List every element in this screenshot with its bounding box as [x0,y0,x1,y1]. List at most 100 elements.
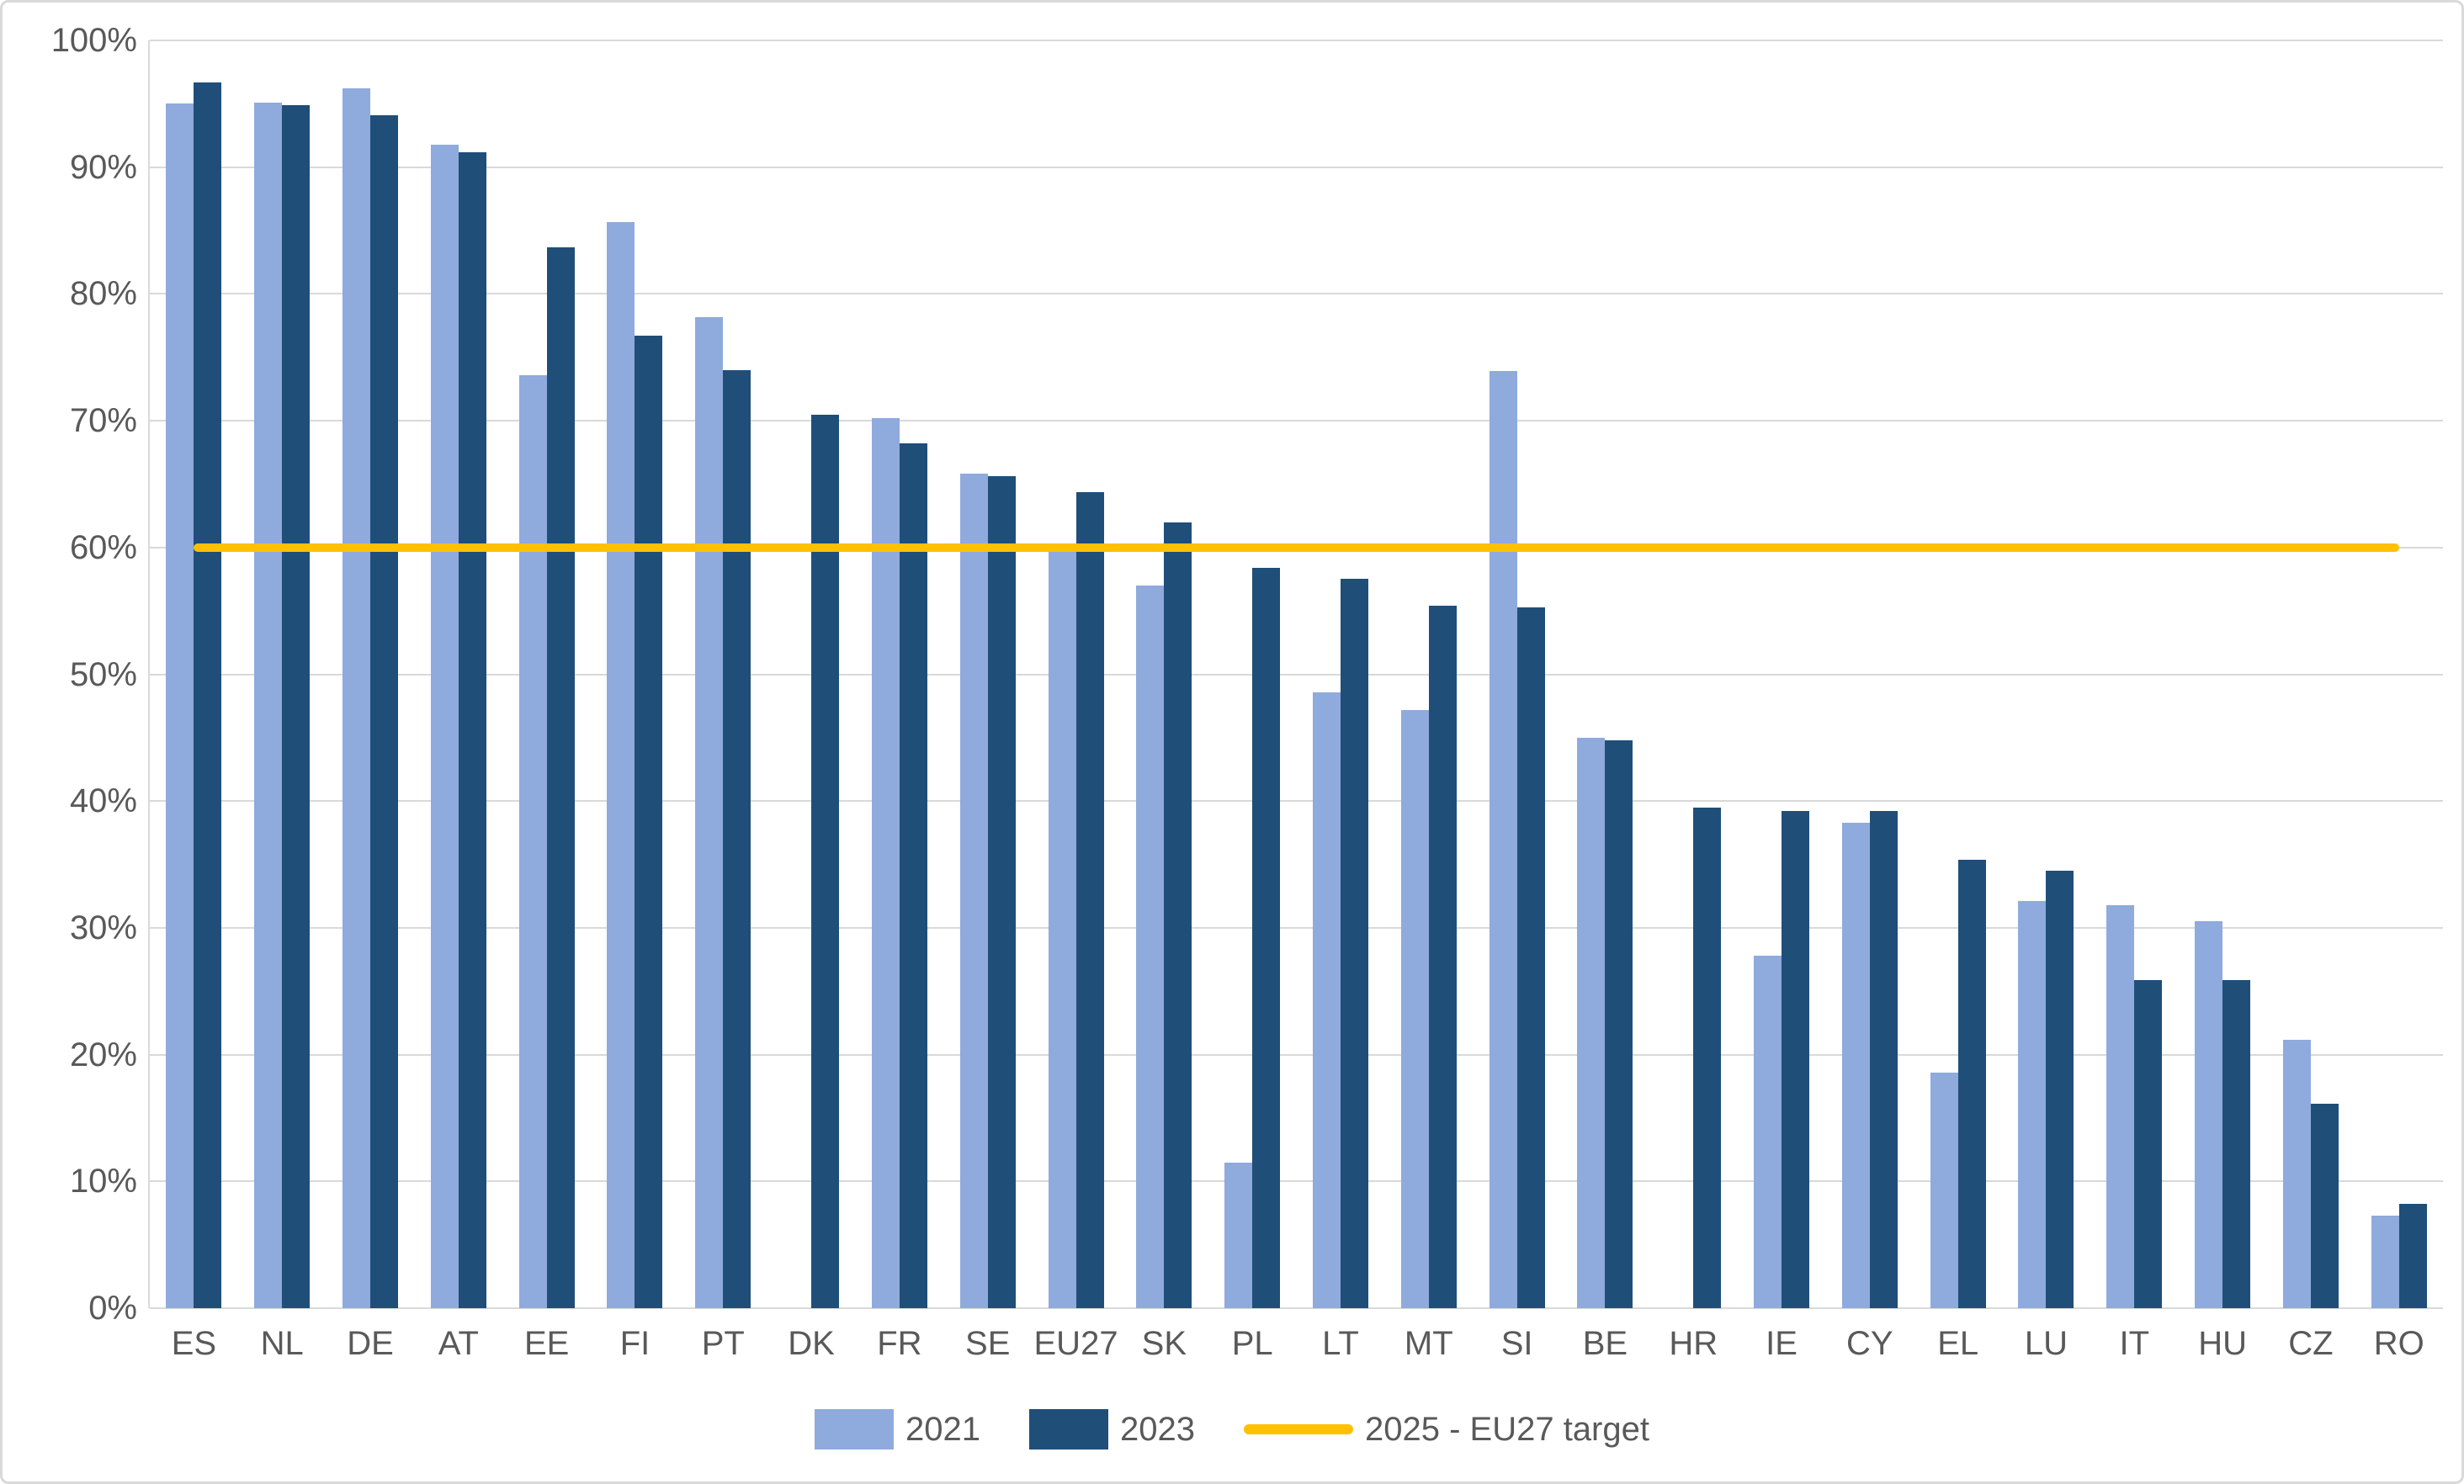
bar-2021-SE [959,474,988,1308]
bar-2021-CY [1841,822,1870,1308]
plot-area: 0% 10% 20% 30% 40% 50% 60% 70% 80% 90% 100% [51,22,2443,1327]
gridline-90 [150,166,2443,168]
x-axis-label-NL: NL [260,1325,304,1362]
bar-2023-PT [723,369,751,1308]
bar-group-CZ [2267,40,2355,1308]
x-axis-labels: ES NL DE AT EE FI PT DK FR SE EU27 SK PL LT MT SI BE HR IE… [150,1325,2443,1363]
bar-group-MT [1384,40,1473,1308]
bar-2023-FI [635,336,663,1308]
bar-group-EL [1914,40,2002,1308]
bar-2021-SI [1489,371,1517,1308]
bar-2023-HR [1693,807,1722,1308]
y-tick-label-70: 70% [69,402,137,440]
gridline-40 [150,800,2443,803]
bar-2023-RO [2398,1204,2427,1308]
bar-2023-EE [546,246,575,1308]
bar-2021-PT [695,316,724,1308]
x-axis-label-EL: EL [1937,1325,1979,1362]
bar-2023-LU [2046,871,2074,1308]
y-tick-label-20: 20% [69,1036,137,1073]
y-tick-label-90: 90% [69,148,137,186]
y-tick-label-80: 80% [69,275,137,313]
bar-2023-IT [2134,979,2163,1308]
bar-2021-PL [1224,1162,1253,1308]
gridline-80 [150,293,2443,295]
x-axis-label-PT: PT [701,1325,745,1362]
bar-2021-CZ [2282,1039,2311,1308]
legend: 2021 2023 2025 - EU27 target [3,1409,2461,1450]
bar-group-IT [2090,40,2179,1308]
x-axis-label-PL: PL [1231,1325,1273,1362]
bar-2021-NL [254,102,283,1308]
bar-group-EU27 [1032,40,1120,1308]
legend-item-target: 2025 - EU27 target [1243,1411,1649,1449]
bar-2023-CZ [2310,1104,2339,1308]
gridline-0 [150,1307,2443,1309]
bar-group-DE [327,40,415,1308]
bar-2021-LT [1312,692,1341,1308]
bar-2021-EE [518,374,547,1308]
x-axis-label-DE: DE [347,1325,394,1362]
x-axis-label-HR: HR [1669,1325,1718,1362]
bar-group-LU [2002,40,2090,1308]
bar-group-HR [1649,40,1738,1308]
bar-2023-LT [1340,579,1368,1308]
bar-2021-FI [607,221,635,1308]
bar-2021-MT [1400,709,1429,1308]
bar-2021-IT [2106,904,2135,1308]
bar-group-LT [1297,40,1385,1308]
bar-2021-SK [1136,586,1165,1308]
y-tick-label-0: 0% [88,1290,137,1327]
bar-2021-HU [2195,921,2223,1308]
bar-group-RO [2355,40,2443,1308]
bar-2021-EL [1930,1072,1958,1308]
x-axis-label-BE: BE [1582,1325,1628,1362]
x-axis-label-IT: IT [2119,1325,2150,1362]
x-axis-label-FR: FR [877,1325,922,1362]
bar-2023-DE [370,114,399,1308]
x-axis-label-CY: CY [1846,1325,1893,1362]
bar-2023-DK [811,414,840,1308]
x-axis-label-LU: LU [2024,1325,2068,1362]
legend-label-2021: 2021 [905,1410,980,1448]
bar-group-SK [1120,40,1208,1308]
gridline-50 [150,673,2443,676]
y-tick-label-10: 10% [69,1163,137,1200]
bar-2023-NL [282,104,311,1308]
bar-group-AT [414,40,502,1308]
bar-group-EE [502,40,591,1308]
bar-group-FI [591,40,679,1308]
bar-2021-EU27 [1048,549,1076,1308]
bar-2021-FR [871,418,900,1308]
bar-2023-IE [1782,811,1810,1308]
bar-group-NL [238,40,327,1308]
x-axis-label-SK: SK [1141,1325,1187,1362]
bar-2023-PL [1252,567,1281,1308]
bar-2023-EU27 [1075,491,1104,1308]
legend-swatch-2021 [815,1409,895,1450]
bar-group-SI [1473,40,1561,1308]
bar-group-IE [1738,40,1826,1308]
legend-target-line-icon [1243,1424,1353,1434]
x-axis-label-IE: IE [1766,1325,1798,1362]
bar-2023-EL [1957,859,1986,1308]
x-axis-label-EU27: EU27 [1033,1325,1118,1362]
bar-2023-BE [1605,739,1633,1308]
x-axis-label-CZ: CZ [2288,1325,2334,1362]
target-line [194,543,2399,552]
bar-group-SE [943,40,1032,1308]
bar-2023-CY [1869,811,1898,1308]
bar-2023-MT [1428,606,1457,1308]
legend-swatch-2023 [1029,1409,1108,1450]
bar-2021-AT [430,144,459,1308]
x-axis-label-FI: FI [619,1325,651,1362]
y-axis-line [148,40,150,1308]
bar-group-PT [679,40,767,1308]
bar-2021-BE [1577,737,1606,1308]
y-tick-label-40: 40% [69,782,137,820]
gridline-70 [150,420,2443,422]
bar-group-FR [856,40,944,1308]
x-axis-label-SE: SE [965,1325,1011,1362]
x-axis-label-SI: SI [1500,1325,1533,1362]
